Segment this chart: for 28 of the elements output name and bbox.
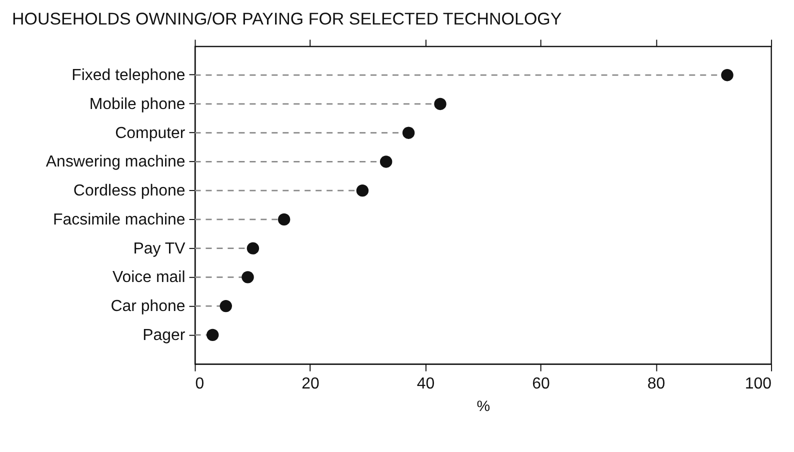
x-tick-label: 20 [302, 375, 320, 392]
point [434, 98, 446, 110]
y-tick-label: Car phone [110, 298, 186, 316]
y-tick-label: Computer [115, 124, 186, 142]
point [721, 68, 734, 82]
point [380, 156, 392, 168]
y-tick-label: Answering machine [46, 154, 186, 171]
x-tick-label: 0 [195, 375, 204, 392]
x-tick-label: 100 [744, 375, 772, 392]
y-tick-label: Fixed telephone [72, 67, 186, 84]
chart-title: HOUSEHOLDS OWNING/OR PAYING FOR SELECTED TECHNOLOGY [12, 10, 562, 29]
point [356, 184, 369, 197]
y-tick-label: Pager [142, 326, 186, 344]
point [402, 126, 415, 139]
y-tick-label: Pay TV [133, 240, 186, 258]
y-tick-label: Mobile phone [89, 96, 186, 113]
point [246, 242, 260, 254]
x-tick-label: 40 [416, 375, 435, 392]
point [206, 328, 219, 342]
point [278, 213, 290, 226]
y-tick-label: Cordless phone [73, 182, 186, 200]
point [242, 271, 254, 284]
x-tick-label: 80 [647, 375, 666, 392]
point [220, 300, 232, 312]
y-tick-label: Voice mail [112, 269, 186, 286]
y-tick-label: Facsimile machine [53, 211, 186, 228]
x-axis-title: % [476, 398, 490, 416]
x-tick-label: 60 [532, 375, 550, 392]
